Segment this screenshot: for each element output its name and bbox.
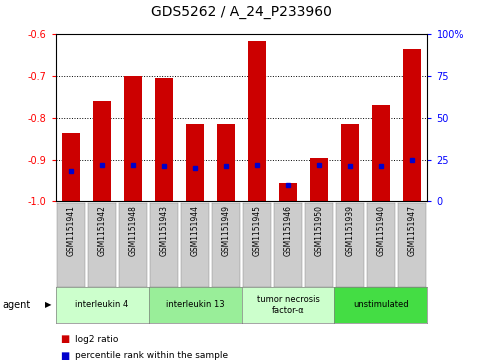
Bar [93, 101, 112, 201]
Bar [155, 78, 173, 201]
Bar [341, 124, 359, 201]
Text: log2 ratio: log2 ratio [75, 335, 118, 344]
Bar [124, 76, 142, 201]
Text: GSM1151939: GSM1151939 [345, 205, 355, 256]
Text: GDS5262 / A_24_P233960: GDS5262 / A_24_P233960 [151, 5, 332, 20]
Text: GSM1151950: GSM1151950 [314, 205, 324, 256]
Text: GSM1151949: GSM1151949 [222, 205, 230, 256]
Text: ▶: ▶ [45, 301, 52, 309]
Bar [248, 41, 266, 201]
Text: GSM1151948: GSM1151948 [128, 205, 138, 256]
Text: GSM1151942: GSM1151942 [98, 205, 107, 256]
Text: agent: agent [2, 300, 30, 310]
Text: unstimulated: unstimulated [353, 301, 409, 309]
Bar [372, 105, 390, 201]
Text: GSM1151943: GSM1151943 [159, 205, 169, 256]
Text: percentile rank within the sample: percentile rank within the sample [75, 351, 228, 360]
Text: GSM1151941: GSM1151941 [67, 205, 75, 256]
Text: GSM1151945: GSM1151945 [253, 205, 261, 256]
Text: GSM1151946: GSM1151946 [284, 205, 293, 256]
Text: ■: ■ [60, 351, 70, 361]
Bar [403, 49, 421, 201]
Bar [217, 124, 235, 201]
Text: interleukin 13: interleukin 13 [166, 301, 224, 309]
Text: tumor necrosis
factor-α: tumor necrosis factor-α [256, 295, 319, 315]
Text: interleukin 4: interleukin 4 [75, 301, 128, 309]
Bar [62, 132, 80, 201]
Text: GSM1151947: GSM1151947 [408, 205, 416, 256]
Bar [310, 158, 328, 201]
Text: ■: ■ [60, 334, 70, 344]
Bar [279, 183, 297, 201]
Text: GSM1151940: GSM1151940 [376, 205, 385, 256]
Text: GSM1151944: GSM1151944 [190, 205, 199, 256]
Bar [186, 124, 204, 201]
